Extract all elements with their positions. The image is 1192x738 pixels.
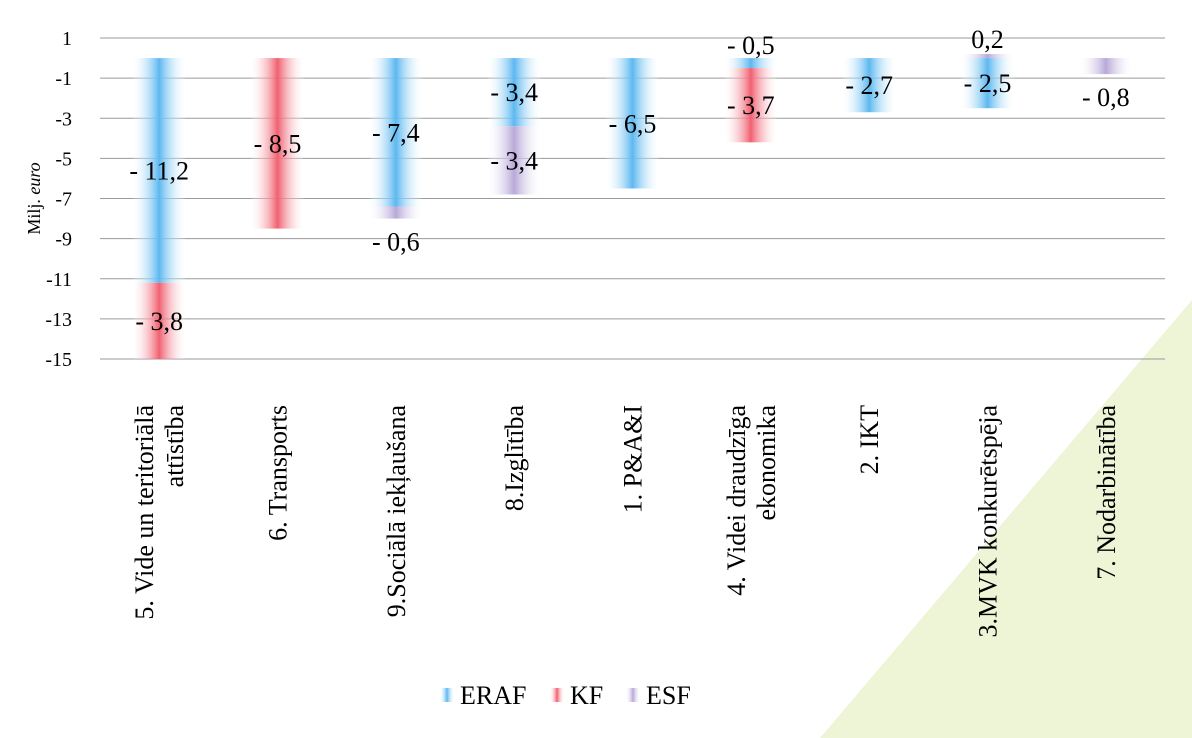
y-tick-label: -3 <box>55 108 72 130</box>
category-label-9-sociala-ieklausana: 9.Sociālā iekļaušana <box>382 405 411 618</box>
legend-label-esf: ESF <box>646 681 691 710</box>
bar-eraf-1-p-a-i <box>606 58 659 189</box>
bar-esf-3-mvk-konkuretspeja <box>961 54 1014 59</box>
data-label-esf-7-nodarbinatiba: - 0,8 <box>1082 83 1130 112</box>
bar-esf-7-nodarbinatiba <box>1079 58 1132 75</box>
data-label-esf-8-izglitiba: - 3,4 <box>490 146 538 175</box>
y-axis-label: Milj. euro <box>24 162 44 234</box>
y-tick-label: -1 <box>55 68 72 90</box>
category-label-2-ikt: 2. IKT <box>855 405 884 474</box>
data-label-eraf-9-sociala-ieklausana: - 7,4 <box>372 118 420 147</box>
y-tick-label: 1 <box>62 28 72 50</box>
data-label-esf-3-mvk-konkuretspeja: 0,2 <box>971 25 1004 54</box>
category-label-line: ekonomika <box>752 405 781 521</box>
category-label-line: attīstība <box>160 405 189 488</box>
legend-label-kf: KF <box>570 681 603 710</box>
bar-eraf-8-izglitiba <box>488 58 541 127</box>
bar-eraf-9-sociala-ieklausana <box>369 58 422 207</box>
category-label-line: 9.Sociālā iekļaušana <box>382 405 411 618</box>
legend-swatch-eraf <box>440 688 454 702</box>
data-label-eraf-5-vide-un-teritoriala: - 11,2 <box>129 156 189 185</box>
category-label-4-videi-draudziga: 4. Videi draudzīga ekonomika <box>722 405 781 596</box>
legend-swatch-kf <box>550 688 564 702</box>
bar-eraf-2-ikt <box>843 58 896 113</box>
y-tick-label: -7 <box>55 189 72 211</box>
category-label-line: 5. Vide un teritoriālā <box>130 405 159 620</box>
category-label-3-mvk-konkuretspeja: 3.MVK konkurētspēja <box>974 405 1003 638</box>
bar-eraf-4-videi-draudziga <box>724 58 777 69</box>
y-tick-label: -11 <box>46 269 72 291</box>
category-label-7-nodarbinatiba: 7. Nodarbinātība <box>1092 405 1121 580</box>
bar-kf-6-transports <box>251 58 304 229</box>
category-label-line: 7. Nodarbinātība <box>1092 405 1121 580</box>
category-label-line: 1. P&A&I <box>619 405 648 513</box>
category-label-line: 6. Transports <box>264 405 293 541</box>
category-label-line: 8.Izglītība <box>500 405 529 512</box>
legend-label-eraf: ERAF <box>460 681 526 710</box>
bar-kf-4-videi-draudziga <box>724 68 777 143</box>
data-label-eraf-3-mvk-konkuretspeja: - 2,5 <box>964 69 1012 98</box>
y-tick-label: -5 <box>55 148 72 170</box>
data-label-kf-6-transports: - 8,5 <box>254 129 302 158</box>
category-label-6-transports: 6. Transports <box>264 405 293 541</box>
data-label-eraf-8-izglitiba: - 3,4 <box>490 78 538 107</box>
background-accent <box>820 300 1192 738</box>
data-label-eraf-2-ikt: - 2,7 <box>845 71 893 100</box>
data-label-eraf-4-videi-draudziga: - 0,5 <box>727 31 775 60</box>
data-label-eraf-1-p-a-i: - 6,5 <box>609 109 657 138</box>
y-tick-label: -15 <box>45 349 72 371</box>
category-label-line: 2. IKT <box>855 405 884 474</box>
bar-eraf-5-vide-un-teritoriala <box>133 58 186 283</box>
bar-esf-8-izglitiba <box>488 126 541 195</box>
y-tick-label: -9 <box>55 229 72 251</box>
category-label-5-vide-un-teritoriala: 5. Vide un teritoriālā attīstība <box>130 405 189 620</box>
bar-eraf-3-mvk-konkuretspeja <box>961 58 1014 109</box>
category-label-line: 4. Videi draudzīga <box>722 405 751 596</box>
y-tick-label: -13 <box>45 309 72 331</box>
category-label-line: 3.MVK konkurētspēja <box>974 405 1003 638</box>
data-label-esf-9-sociala-ieklausana: - 0,6 <box>372 228 420 257</box>
bar-kf-5-vide-un-teritoriala <box>133 282 186 359</box>
bar-esf-9-sociala-ieklausana <box>369 206 422 219</box>
legend: ERAF KF ESF <box>440 681 691 710</box>
category-label-1-p-a-i: 1. P&A&I <box>619 405 648 513</box>
data-label-kf-4-videi-draudziga: - 3,7 <box>727 91 775 120</box>
data-label-kf-5-vide-un-teritoriala: - 3,8 <box>135 307 183 336</box>
category-label-8-izglitiba: 8.Izglītība <box>500 405 529 512</box>
legend-swatch-esf <box>626 688 640 702</box>
